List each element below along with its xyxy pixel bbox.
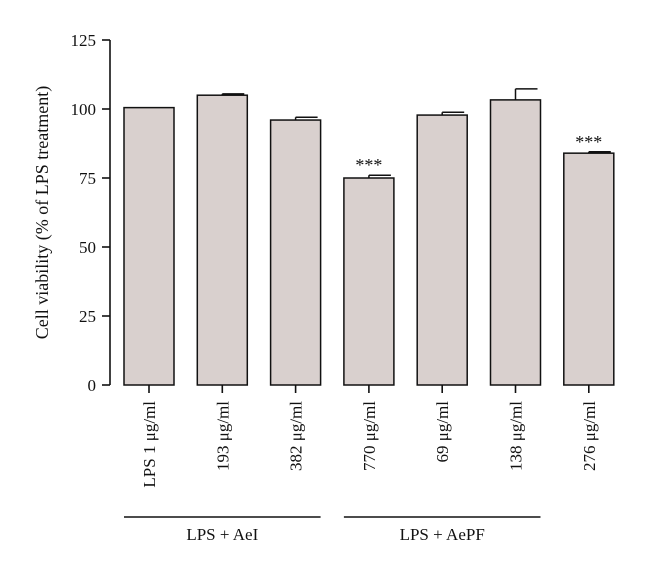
group-label: LPS + AePF (400, 525, 485, 544)
bar (489, 99, 542, 386)
x-tick-label: 770 μg/ml (360, 401, 379, 471)
y-tick-label: 25 (79, 307, 96, 326)
y-tick-label: 0 (88, 376, 97, 395)
y-tick-label: 125 (71, 31, 97, 50)
bar (123, 106, 175, 386)
bar (196, 94, 249, 386)
labels: LPS 1 μg/ml 193 μg/ml 382 μg/ml *** 770 μg/m… (124, 132, 602, 544)
bar (416, 114, 468, 386)
bar (563, 152, 615, 386)
x-tick-label: 193 μg/ml (213, 401, 232, 471)
bar (269, 119, 322, 386)
y-tick-label: 100 (71, 100, 97, 119)
bar (343, 177, 395, 386)
x-tick-label: 382 μg/ml (287, 401, 306, 471)
y-tick-label: 75 (79, 169, 96, 188)
x-tick-label: 276 μg/ml (580, 401, 599, 471)
bars (123, 88, 615, 386)
x-tick-label: LPS 1 μg/ml (140, 401, 159, 488)
x-tick-label: 69 μg/ml (433, 401, 452, 463)
x-tick-label: 138 μg/ml (507, 401, 526, 471)
y-axis-title: Cell viability (% of LPS treatment) (32, 86, 53, 339)
significance-label: *** (575, 132, 602, 152)
group-label: LPS + AeI (186, 525, 258, 544)
axes: 0 25 50 75 100 125 Cell viability (% of LPS tr… (32, 31, 590, 395)
y-tick-label: 50 (79, 238, 96, 257)
significance-label: *** (355, 155, 382, 175)
